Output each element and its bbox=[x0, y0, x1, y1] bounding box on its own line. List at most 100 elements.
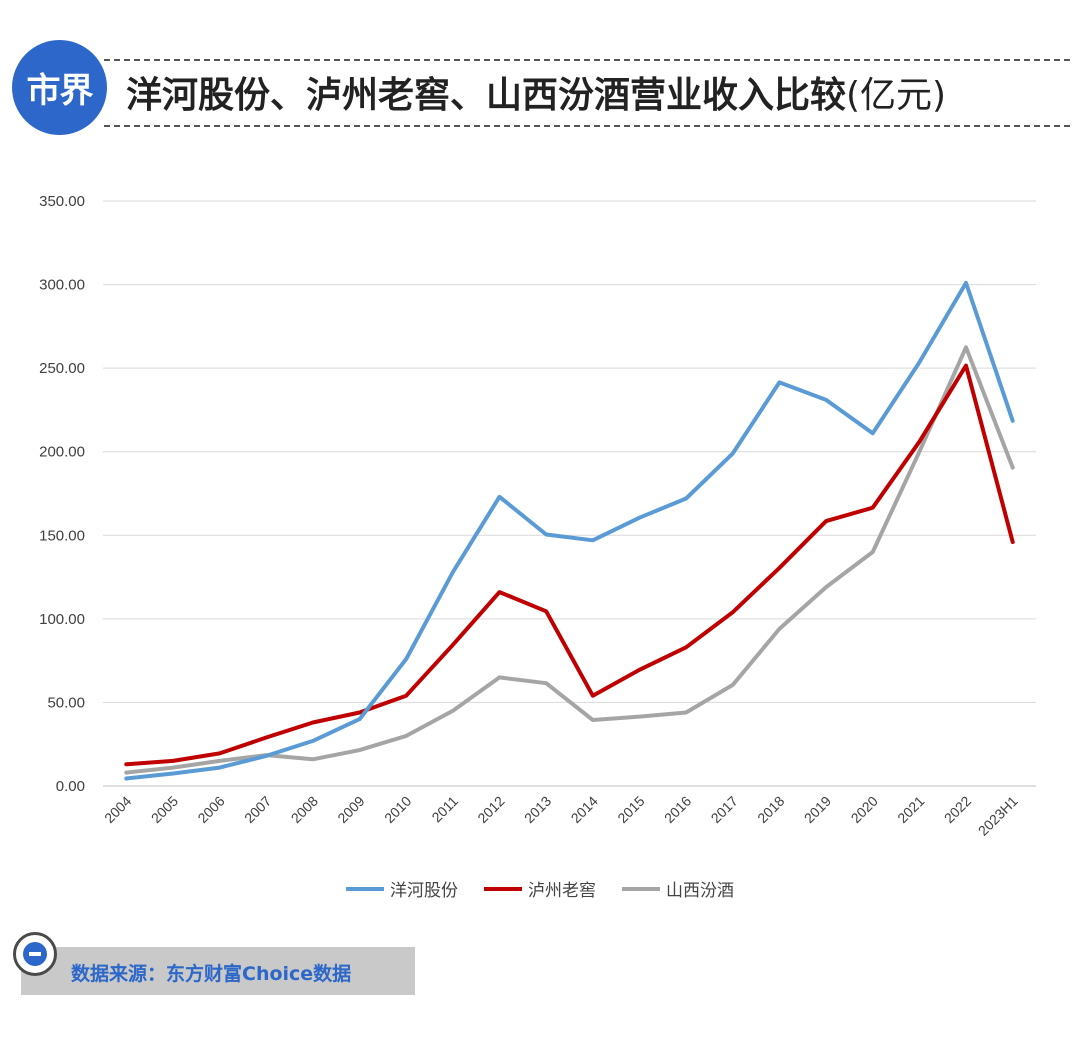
y-tick-label: 50.00 bbox=[47, 694, 85, 711]
data-point bbox=[265, 737, 267, 739]
legend-swatch-yanghe bbox=[346, 886, 384, 891]
x-tick-label: 2020 bbox=[848, 793, 881, 826]
x-tick-label: 2019 bbox=[801, 793, 834, 826]
x-tick-label: 2012 bbox=[474, 793, 507, 826]
data-point bbox=[732, 611, 734, 613]
data-point bbox=[219, 752, 221, 754]
data-point bbox=[499, 591, 501, 593]
x-tick-label: 2022 bbox=[941, 793, 974, 826]
data-point bbox=[965, 282, 967, 284]
data-point bbox=[872, 551, 874, 553]
legend-item-luzhou: 泸州老窖 bbox=[484, 876, 596, 901]
y-tick-label: 0.00 bbox=[56, 778, 85, 795]
data-point bbox=[918, 451, 920, 453]
data-point bbox=[965, 346, 967, 348]
data-point bbox=[452, 571, 454, 573]
data-point bbox=[312, 721, 314, 723]
data-point bbox=[825, 520, 827, 522]
x-tick-label: 2004 bbox=[101, 793, 134, 826]
x-tick-label: 2005 bbox=[148, 793, 181, 826]
legend-swatch-fenjiu bbox=[622, 886, 660, 891]
data-point bbox=[452, 710, 454, 712]
title-divider-bottom bbox=[104, 125, 1070, 127]
x-tick-label: 2007 bbox=[241, 793, 274, 826]
data-point bbox=[172, 772, 174, 774]
x-tick-label: 2013 bbox=[521, 793, 554, 826]
data-point bbox=[592, 719, 594, 721]
y-tick-label: 350.00 bbox=[39, 193, 85, 210]
series-line-2 bbox=[124, 345, 1015, 775]
data-point bbox=[405, 735, 407, 737]
data-point bbox=[825, 399, 827, 401]
x-tick-label: 2021 bbox=[894, 793, 927, 826]
x-tick-label: 2018 bbox=[754, 793, 787, 826]
data-point bbox=[172, 767, 174, 769]
data-point bbox=[1012, 541, 1014, 543]
data-point bbox=[592, 539, 594, 541]
data-point bbox=[405, 658, 407, 660]
data-point bbox=[638, 517, 640, 519]
data-point bbox=[312, 740, 314, 742]
data-point bbox=[685, 646, 687, 648]
chart-title: 洋河股份、泸州老窖、山西汾酒营业收入比较(亿元) bbox=[126, 66, 946, 118]
data-point bbox=[778, 628, 780, 630]
legend: 洋河股份 泸州老窖 山西汾酒 bbox=[0, 876, 1080, 901]
data-point bbox=[778, 567, 780, 569]
data-point bbox=[825, 586, 827, 588]
legend-swatch-luzhou bbox=[484, 886, 522, 891]
data-point bbox=[778, 381, 780, 383]
y-tick-label: 150.00 bbox=[39, 527, 85, 544]
source-box: 数据来源：东方财富Choice数据 bbox=[21, 947, 415, 995]
legend-label-luzhou: 泸州老窖 bbox=[528, 881, 596, 901]
x-tick-label: 2017 bbox=[708, 793, 741, 826]
data-point bbox=[359, 749, 361, 751]
legend-label-fenjiu: 山西汾酒 bbox=[666, 881, 734, 901]
data-point bbox=[872, 432, 874, 434]
x-tick-label: 2016 bbox=[661, 793, 694, 826]
data-point bbox=[312, 758, 314, 760]
chart-title-main: 洋河股份、泸州老窖、山西汾酒营业收入比较 bbox=[126, 75, 847, 116]
series-line-1 bbox=[124, 363, 1015, 767]
data-point bbox=[1012, 420, 1014, 422]
data-point bbox=[219, 767, 221, 769]
x-tick-label: 2011 bbox=[428, 793, 461, 826]
data-point bbox=[359, 718, 361, 720]
legend-item-yanghe: 洋河股份 bbox=[346, 876, 458, 901]
data-point bbox=[685, 498, 687, 500]
data-point bbox=[918, 441, 920, 443]
y-tick-label: 250.00 bbox=[39, 360, 85, 377]
logo: 市界 bbox=[12, 40, 107, 135]
data-point bbox=[219, 760, 221, 762]
x-tick-label: 2008 bbox=[288, 793, 321, 826]
data-point bbox=[965, 365, 967, 367]
x-tick-label: 2009 bbox=[334, 793, 367, 826]
data-point bbox=[499, 676, 501, 678]
y-tick-label: 200.00 bbox=[39, 444, 85, 461]
data-point bbox=[732, 452, 734, 454]
y-tick-label: 300.00 bbox=[39, 277, 85, 294]
title-divider-top bbox=[104, 59, 1070, 61]
data-point bbox=[359, 711, 361, 713]
minus-circle-icon bbox=[13, 932, 57, 976]
data-point bbox=[1012, 467, 1014, 469]
series-line-0 bbox=[124, 280, 1015, 781]
data-point bbox=[545, 533, 547, 535]
source-text: 数据来源：东方财富Choice数据 bbox=[71, 963, 352, 985]
data-point bbox=[638, 716, 640, 718]
logo-text: 市界 bbox=[26, 71, 94, 111]
x-tick-label: 2014 bbox=[568, 793, 601, 826]
data-point bbox=[452, 644, 454, 646]
legend-item-fenjiu: 山西汾酒 bbox=[622, 876, 734, 901]
data-point bbox=[125, 763, 127, 765]
chart-title-unit: (亿元) bbox=[846, 75, 947, 116]
data-point bbox=[872, 507, 874, 509]
x-tick-label: 2010 bbox=[381, 793, 414, 826]
data-point bbox=[405, 695, 407, 697]
data-point bbox=[172, 760, 174, 762]
data-point bbox=[732, 684, 734, 686]
data-point bbox=[545, 682, 547, 684]
data-point bbox=[125, 772, 127, 774]
line-chart: 0.00 50.00 100.00 150.00 200.00 250.00 300.00 3… bbox=[39, 193, 1036, 839]
y-tick-label: 100.00 bbox=[39, 611, 85, 628]
data-point bbox=[265, 755, 267, 757]
